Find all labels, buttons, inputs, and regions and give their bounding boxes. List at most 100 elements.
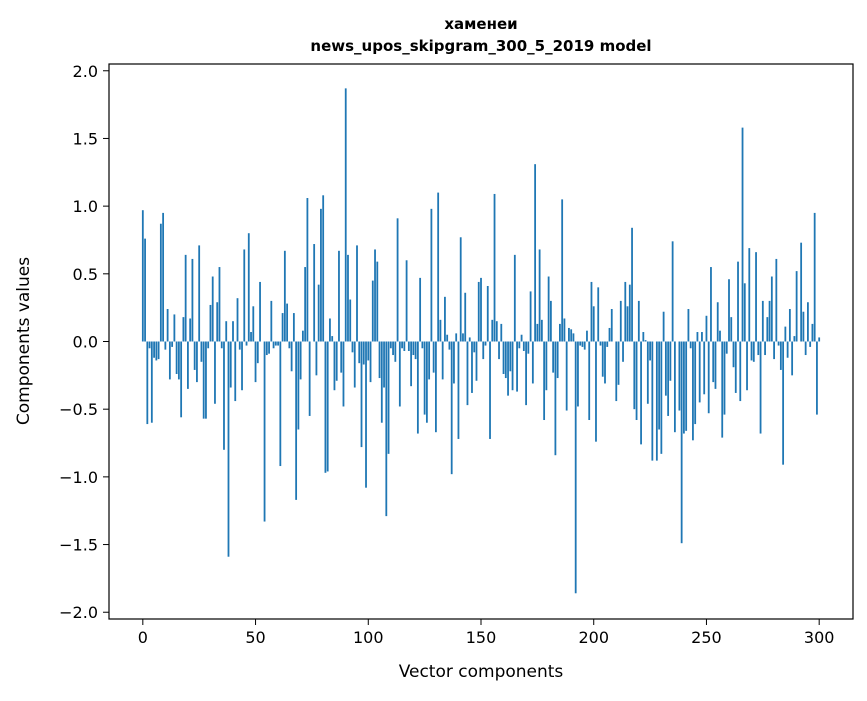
bar <box>572 333 575 342</box>
bar <box>353 341 356 388</box>
bar <box>299 341 302 380</box>
bar <box>376 261 379 342</box>
bar <box>234 341 237 402</box>
bar <box>595 341 597 442</box>
bar <box>326 341 329 472</box>
bar <box>556 341 559 379</box>
bar <box>671 241 674 342</box>
bar <box>480 277 482 342</box>
bar <box>166 309 169 342</box>
x-tick-label: 100 <box>353 628 384 647</box>
bar <box>635 341 638 421</box>
bar <box>247 233 250 342</box>
bar <box>407 341 410 351</box>
bar <box>324 341 327 473</box>
bar <box>662 311 665 342</box>
bar <box>667 341 670 416</box>
bar <box>561 199 564 342</box>
bar <box>658 341 661 430</box>
bar <box>489 341 491 439</box>
bar <box>301 330 304 342</box>
bar <box>637 300 640 342</box>
bar <box>712 341 715 383</box>
bar <box>216 302 219 342</box>
bar <box>437 192 440 342</box>
bar <box>389 341 392 349</box>
bar <box>761 300 764 342</box>
bar <box>410 341 413 387</box>
bar <box>513 254 516 342</box>
bar <box>180 341 183 418</box>
bar <box>689 341 692 349</box>
bar <box>184 254 187 342</box>
bar-series <box>141 88 821 594</box>
bar <box>439 319 442 342</box>
bar <box>322 195 325 342</box>
bar <box>227 341 230 557</box>
bar <box>232 321 234 342</box>
bar <box>385 341 388 517</box>
bar <box>371 280 374 342</box>
bar <box>683 341 685 434</box>
bar <box>220 341 223 349</box>
bar <box>315 341 318 376</box>
bar <box>764 341 766 356</box>
bar <box>721 341 724 438</box>
bar <box>360 341 363 448</box>
bar <box>173 314 176 342</box>
bar <box>791 341 794 376</box>
bar <box>288 341 291 349</box>
plot-frame <box>108 63 854 620</box>
bar <box>685 341 688 431</box>
bar <box>365 341 367 488</box>
bar <box>162 212 165 342</box>
bar <box>518 341 521 349</box>
bar <box>398 341 401 407</box>
bar <box>714 341 717 389</box>
bar <box>495 321 498 342</box>
bar <box>421 341 424 349</box>
bar <box>175 341 178 374</box>
bar <box>737 261 739 342</box>
bar <box>552 341 555 373</box>
bar <box>809 341 812 347</box>
bar <box>793 336 796 342</box>
bar <box>468 337 471 342</box>
bar <box>687 309 690 342</box>
bar <box>795 271 798 342</box>
bar <box>592 306 595 342</box>
bar <box>669 341 672 381</box>
bar <box>453 341 455 384</box>
bar <box>338 250 340 342</box>
bar <box>435 341 437 433</box>
bar <box>545 341 548 391</box>
bar <box>770 276 773 342</box>
bar <box>270 300 273 342</box>
bar <box>423 341 426 415</box>
bar <box>295 341 298 500</box>
y-tick-label: 1.0 <box>73 197 98 216</box>
bar <box>207 341 210 349</box>
y-tick-label: 0.0 <box>73 333 98 352</box>
bar <box>755 252 757 342</box>
bar <box>177 341 180 380</box>
bar <box>432 341 435 373</box>
bar <box>728 279 730 342</box>
bar <box>416 341 419 434</box>
bar <box>412 341 415 356</box>
bar <box>444 296 446 342</box>
bar <box>455 333 458 342</box>
bar <box>205 341 207 419</box>
bar <box>475 341 478 381</box>
bar <box>351 341 354 353</box>
bar <box>155 341 158 361</box>
bar <box>297 341 300 430</box>
bar <box>214 341 216 404</box>
bar <box>660 341 663 454</box>
bar <box>549 300 552 342</box>
bar <box>144 238 146 342</box>
bar <box>816 341 818 415</box>
bar <box>308 341 311 416</box>
bar <box>387 341 390 454</box>
bar <box>642 332 645 342</box>
